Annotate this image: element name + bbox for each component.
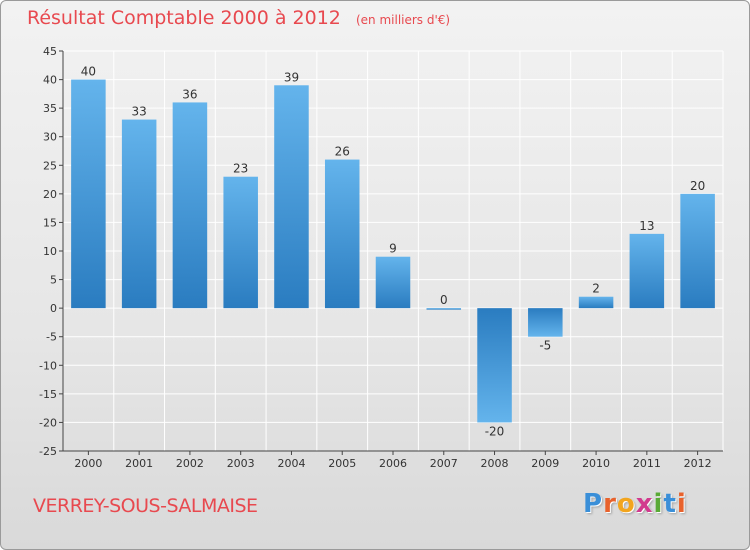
- y-tick-label: -25: [39, 445, 57, 458]
- bar-2000: [71, 79, 106, 309]
- bar-2003: [223, 176, 258, 309]
- y-tick-label: 40: [43, 74, 57, 87]
- logo-letter: x: [635, 489, 654, 519]
- bar-2008: [477, 308, 512, 423]
- y-tick-label: 5: [50, 274, 57, 287]
- x-tick-label-2011: 2011: [633, 457, 661, 470]
- bar-2005: [324, 159, 360, 309]
- x-tick-label-2003: 2003: [227, 457, 255, 470]
- x-tick-label-2012: 2012: [684, 457, 712, 470]
- bar-2004: [274, 85, 309, 309]
- data-label-2009: -5: [539, 339, 551, 353]
- bar-2006: [375, 256, 411, 309]
- data-label-2000: 40: [81, 65, 96, 79]
- y-tick-label: 0: [50, 302, 57, 315]
- data-label-2007: 0: [440, 293, 448, 307]
- bar-2009: [528, 308, 563, 337]
- chart-title-block: Résultat Comptable 2000 à 2012 (en milli…: [27, 7, 450, 29]
- chart-title: Résultat Comptable 2000 à 2012: [27, 7, 341, 29]
- bar-2012: [680, 193, 715, 309]
- bar-2002: [172, 102, 208, 309]
- y-tick-label: 10: [43, 245, 57, 258]
- data-label-2003: 23: [233, 162, 248, 176]
- logo-letter: i: [653, 489, 664, 519]
- x-tick-label-2010: 2010: [582, 457, 610, 470]
- x-tick-label-2001: 2001: [125, 457, 153, 470]
- data-label-2010: 2: [592, 282, 600, 296]
- data-label-2011: 13: [639, 219, 654, 233]
- logo-letter: P: [583, 489, 604, 519]
- logo-letter: i: [676, 489, 687, 519]
- x-tick-label-2005: 2005: [328, 457, 356, 470]
- x-tick-label-2006: 2006: [379, 457, 407, 470]
- commune-name: VERREY-SOUS-SALMAISE: [33, 495, 258, 517]
- x-tick-label-2004: 2004: [277, 457, 305, 470]
- y-tick-label: 45: [43, 45, 57, 58]
- data-label-2005: 26: [335, 145, 350, 159]
- bar-2001: [121, 119, 157, 309]
- data-label-2008: -20: [485, 424, 505, 438]
- proxiti-logo: Proxiti: [583, 489, 687, 519]
- data-label-2012: 20: [690, 179, 705, 193]
- data-label-2001: 33: [132, 105, 147, 119]
- logo-letter: t: [663, 489, 677, 519]
- y-tick-label: 20: [43, 188, 57, 201]
- logo-letter: o: [616, 489, 636, 519]
- y-tick-label: -15: [39, 388, 57, 401]
- x-tick-label-2000: 2000: [74, 457, 102, 470]
- y-tick-label: -5: [46, 331, 57, 344]
- data-label-2006: 9: [389, 242, 397, 256]
- y-tick-label: -20: [39, 416, 57, 429]
- bar-2010: [578, 296, 614, 309]
- data-label-2004: 39: [284, 70, 299, 84]
- x-tick-label-2007: 2007: [430, 457, 458, 470]
- y-tick-label: -10: [39, 359, 57, 372]
- y-tick-label: 30: [43, 131, 57, 144]
- logo-letter: r: [603, 489, 617, 519]
- bar-2011: [629, 233, 665, 309]
- data-label-2002: 36: [182, 87, 197, 101]
- x-tick-label-2009: 2009: [531, 457, 559, 470]
- y-tick-label: 15: [43, 216, 57, 229]
- chart-subtitle: (en milliers d'€): [355, 13, 451, 27]
- bar-2007: [426, 308, 462, 310]
- x-tick-label-2002: 2002: [176, 457, 204, 470]
- y-tick-label: 35: [43, 102, 57, 115]
- y-tick-label: 25: [43, 159, 57, 172]
- x-tick-label-2008: 2008: [481, 457, 509, 470]
